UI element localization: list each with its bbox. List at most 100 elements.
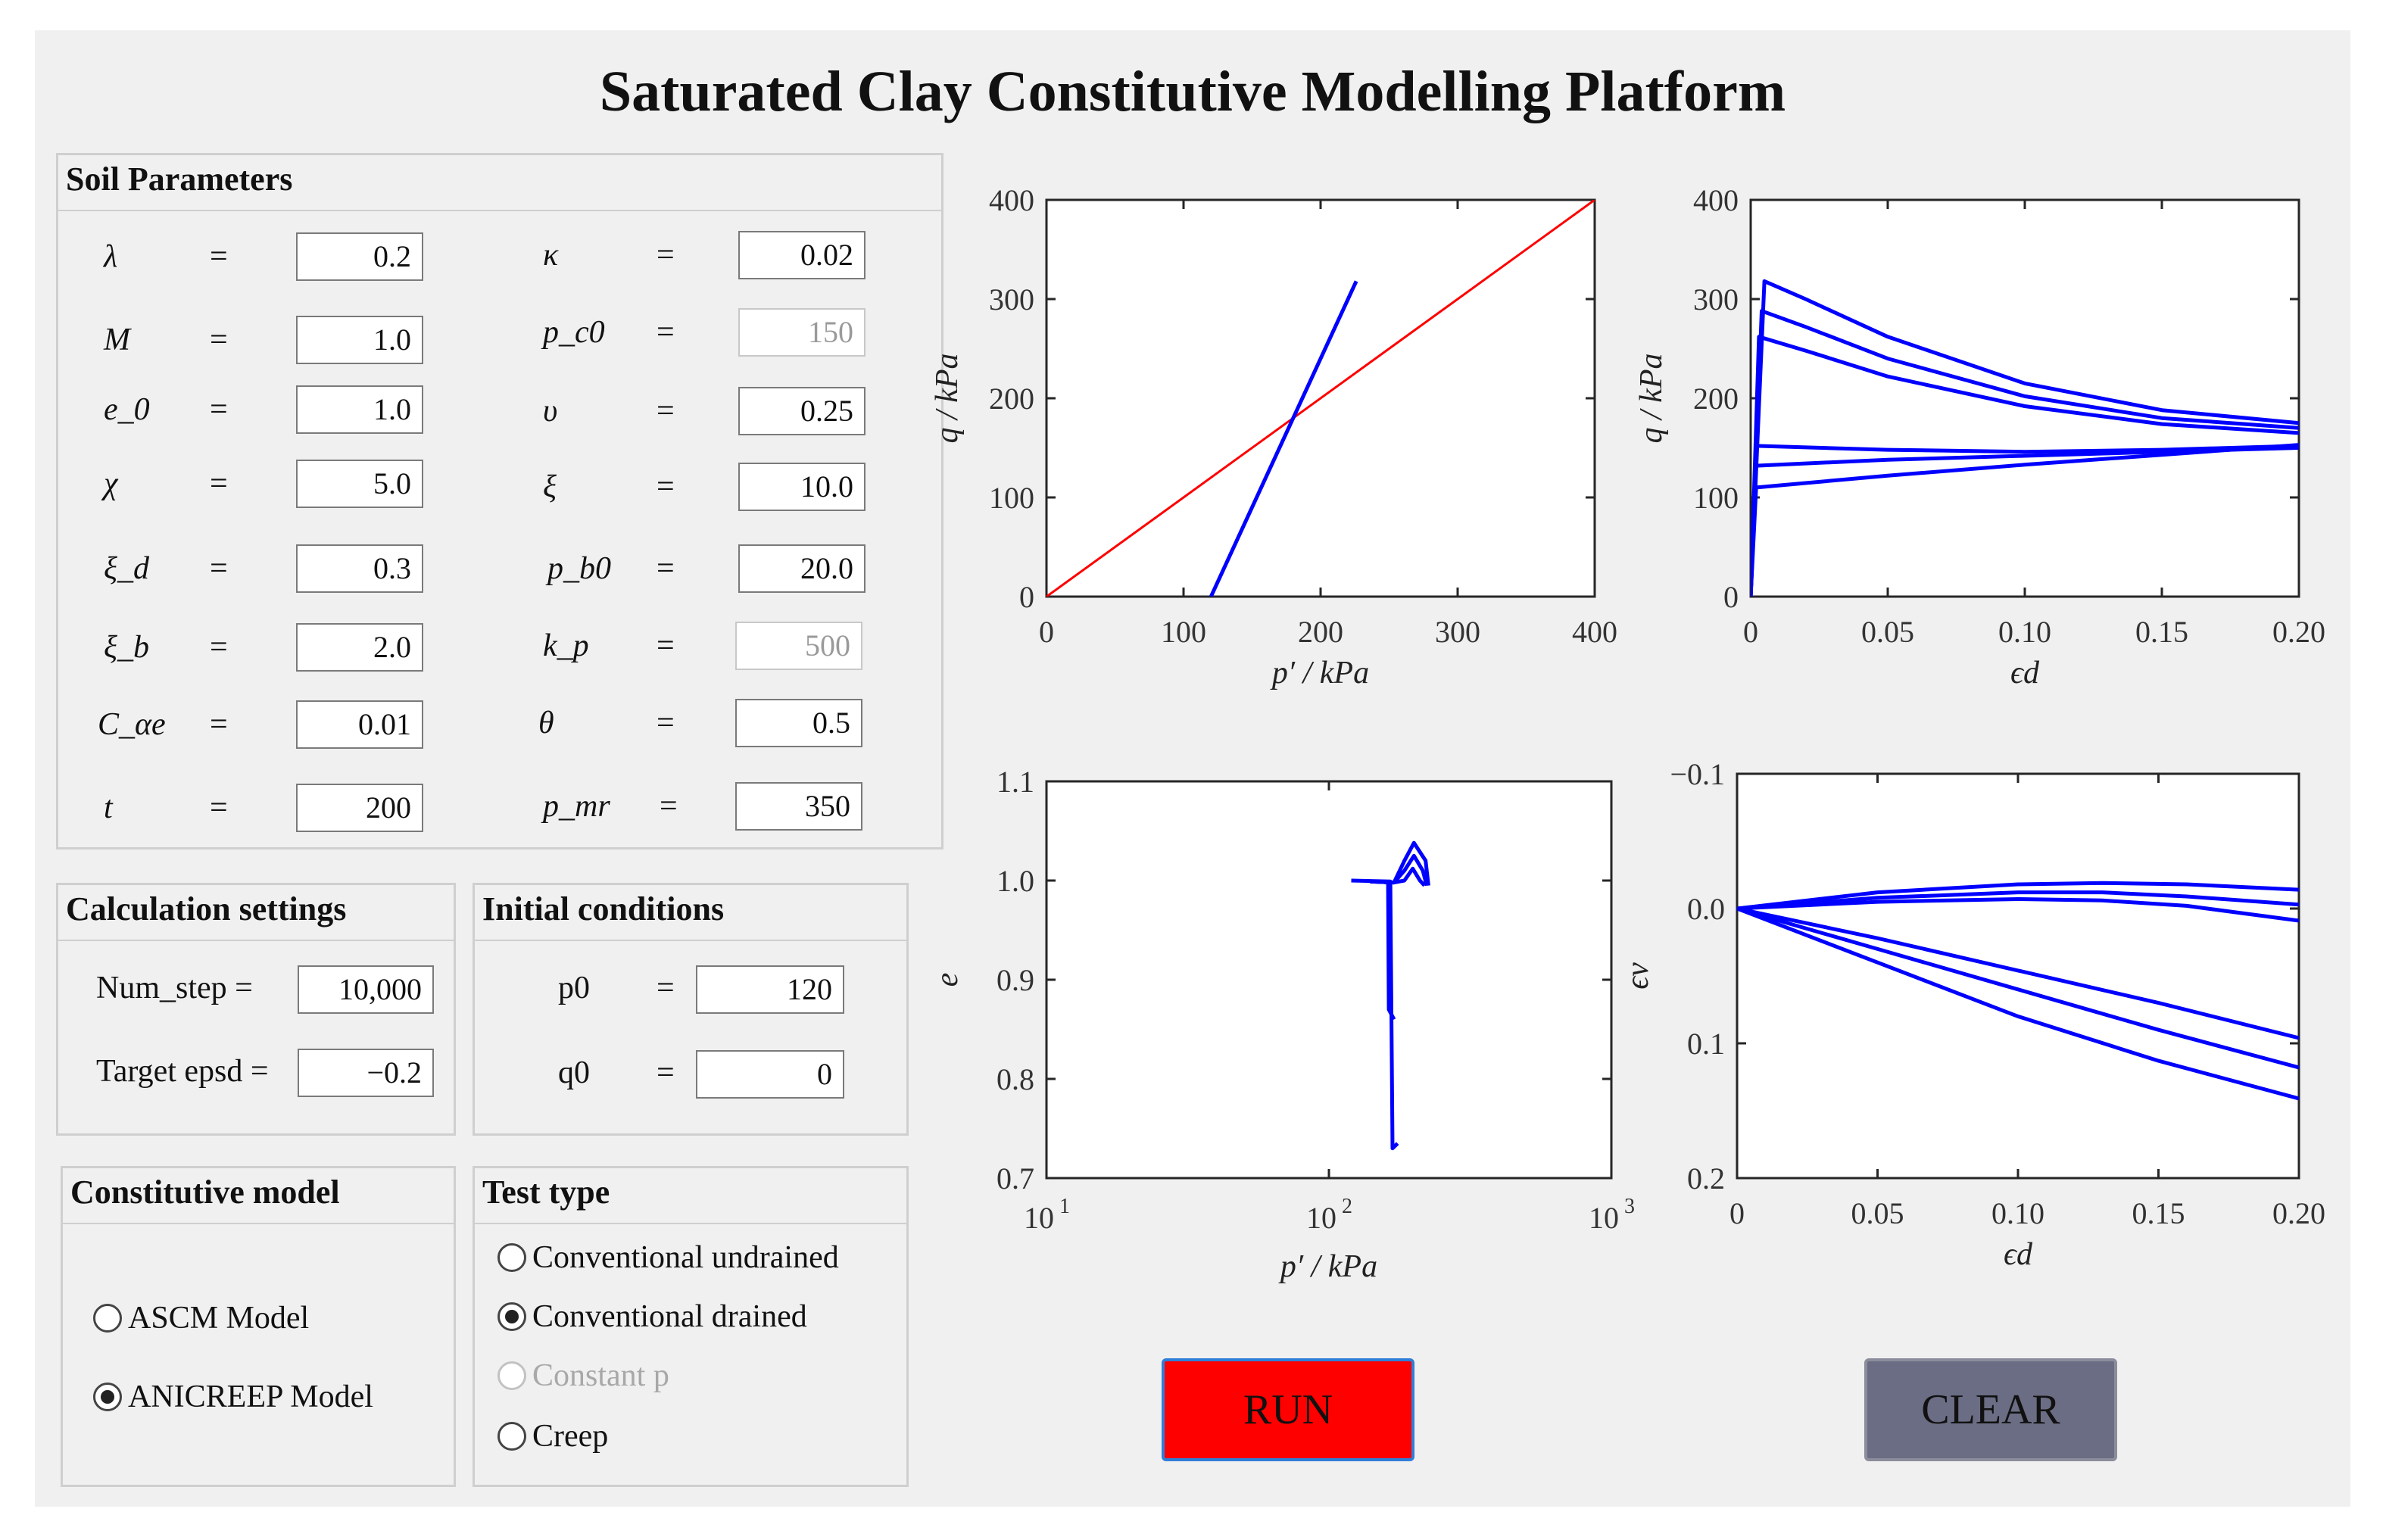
y-tick-label: 300 <box>1693 282 1739 316</box>
radio-ascm-model[interactable]: ASCM Model <box>93 1300 309 1336</box>
param-k-p-input: 500 <box>735 622 862 670</box>
radio-constant-p: Constant p <box>497 1358 669 1394</box>
y-tick-label: 0.1 <box>1687 1027 1725 1061</box>
x-tick-exponent: 3 <box>1624 1195 1635 1218</box>
param-equals: = <box>657 706 675 740</box>
y-tick-label: 200 <box>1693 382 1739 416</box>
y-tick-label: 100 <box>989 481 1034 515</box>
y-tick-label: 1.1 <box>997 765 1034 799</box>
target-epsd-label: Target epsd = <box>96 1054 269 1089</box>
param-p-b0-input[interactable]: 20.0 <box>738 544 866 593</box>
param-xi-b-input[interactable]: 2.0 <box>296 623 423 672</box>
y-tick-label: 0.8 <box>997 1062 1034 1096</box>
x-tick-label: 200 <box>1298 615 1343 649</box>
param-e0-input[interactable]: 1.0 <box>296 385 423 434</box>
param-theta-input[interactable]: 0.5 <box>735 699 862 747</box>
x-tick-label: 300 <box>1435 615 1480 649</box>
x-tick-exponent: 2 <box>1342 1195 1352 1218</box>
y-tick-label: 0 <box>1723 580 1739 614</box>
param-chi-input[interactable]: 5.0 <box>296 460 423 508</box>
y-axis-label: q / kPa <box>1634 354 1669 444</box>
y-axis-label: ϵv <box>1620 962 1655 990</box>
p0-label: p0 <box>558 971 590 1005</box>
radio-conventional-undrained[interactable]: Conventional undrained <box>497 1239 839 1276</box>
constitutive-model-panel: Constitutive model ASCM Model ANICREEP M… <box>61 1166 456 1487</box>
x-tick-label: 0 <box>1039 615 1054 649</box>
initial-conditions-title: Initial conditions <box>482 890 725 927</box>
radio-selected-dot <box>101 1390 114 1404</box>
param-c-ae-input[interactable]: 0.01 <box>296 700 423 749</box>
radio-label: ASCM Model <box>128 1301 310 1336</box>
chart-2: 0 0.05 0.10 0.15 0.20 0 100 200 300 400 ϵd q / kPa <box>1634 183 2325 691</box>
param-equals: = <box>660 789 678 824</box>
x-tick-label: 0.05 <box>1861 615 1914 649</box>
y-tick-label: 200 <box>989 382 1034 416</box>
param-equals: = <box>657 238 675 273</box>
param-p-mr-input[interactable]: 350 <box>735 782 862 831</box>
soil-parameters-title: Soil Parameters <box>66 161 293 198</box>
param-xi-input[interactable]: 10.0 <box>738 463 866 511</box>
x-tick-label: 0 <box>1729 1196 1745 1230</box>
param-label-p-c0: p_c0 <box>543 315 605 350</box>
param-M-input[interactable]: 1.0 <box>296 316 423 364</box>
calculation-settings-title: Calculation settings <box>66 890 347 927</box>
radio-label: Conventional undrained <box>532 1240 839 1275</box>
series-line-3 <box>1737 897 2299 923</box>
x-tick-label: 0.10 <box>1998 615 2051 649</box>
radio-anicreep-model[interactable]: ANICREEP Model <box>93 1379 373 1415</box>
x-tick-label: 0.05 <box>1851 1196 1904 1230</box>
num-step-input[interactable]: 10,000 <box>298 965 434 1014</box>
target-epsd-input[interactable]: −0.2 <box>298 1049 434 1097</box>
param-equals: = <box>210 392 228 427</box>
param-label-chi: χ <box>104 466 118 501</box>
y-tick-label: 0.7 <box>997 1161 1034 1196</box>
param-lambda-input[interactable]: 0.2 <box>296 232 423 281</box>
p0-equals: = <box>657 971 675 1005</box>
radio-label: Constant p <box>532 1358 669 1393</box>
series-line-6 <box>1751 443 2299 597</box>
y-tick-label: 0.2 <box>1687 1161 1725 1196</box>
x-axis-label: ϵd <box>2004 1237 2033 1272</box>
q0-label: q0 <box>558 1055 590 1090</box>
x-tick-label: 10 <box>1306 1201 1336 1235</box>
radio-label: ANICREEP Model <box>128 1379 373 1414</box>
series-line-5 <box>1737 906 2299 1070</box>
radio-circle <box>93 1383 122 1411</box>
x-tick-label: 400 <box>1572 615 1617 649</box>
x-axis-label: ϵd <box>2010 656 2040 691</box>
param-label-p-mr: p_mr <box>543 789 610 824</box>
y-axis-label: e <box>930 973 965 987</box>
radio-circle <box>497 1302 526 1331</box>
param-p-c0-input: 150 <box>738 308 866 357</box>
x-axis-label: p′ / kPa <box>1270 656 1369 691</box>
y-tick-label: −0.1 <box>1670 757 1725 791</box>
soil-parameters-panel: Soil Parameters λ = 0.2 M = 1.0 e_0 = 1.… <box>56 153 943 849</box>
clear-button[interactable]: CLEAR <box>1864 1358 2117 1461</box>
param-label-k-p: k_p <box>543 628 589 663</box>
calculation-settings-panel: Calculation settings Num_step = 10,000 T… <box>56 883 456 1136</box>
param-equals: = <box>210 466 228 501</box>
param-label-p-b0: p_b0 <box>547 551 611 586</box>
run-button[interactable]: RUN <box>1162 1358 1414 1461</box>
param-kappa-input[interactable]: 0.02 <box>738 231 866 279</box>
y-tick-label: 100 <box>1693 481 1739 515</box>
radio-conventional-drained[interactable]: Conventional drained <box>497 1298 807 1335</box>
param-label-theta: θ <box>538 706 554 740</box>
param-upsilon-input[interactable]: 0.25 <box>738 387 866 435</box>
chart-1: 0 100 200 300 400 0 100 200 300 400 p′ / kPa q / kP… <box>930 183 1617 691</box>
param-t-input[interactable]: 200 <box>296 784 423 832</box>
q0-input[interactable]: 0 <box>696 1050 844 1099</box>
param-label-xi-d: ξ_d <box>104 551 149 586</box>
radio-creep[interactable]: Creep <box>497 1418 608 1454</box>
param-equals: = <box>210 239 228 274</box>
param-equals: = <box>657 394 675 429</box>
p0-input[interactable]: 120 <box>696 965 844 1014</box>
param-label-upsilon: υ <box>543 394 558 429</box>
param-label-xi: ξ <box>543 469 557 504</box>
param-label-t: t <box>104 790 113 825</box>
plot-area <box>1749 198 2300 598</box>
param-xi-d-input[interactable]: 0.3 <box>296 544 423 593</box>
radio-label: Conventional drained <box>532 1299 807 1334</box>
page-title: Saturated Clay Constitutive Modelling Pl… <box>599 60 1786 123</box>
